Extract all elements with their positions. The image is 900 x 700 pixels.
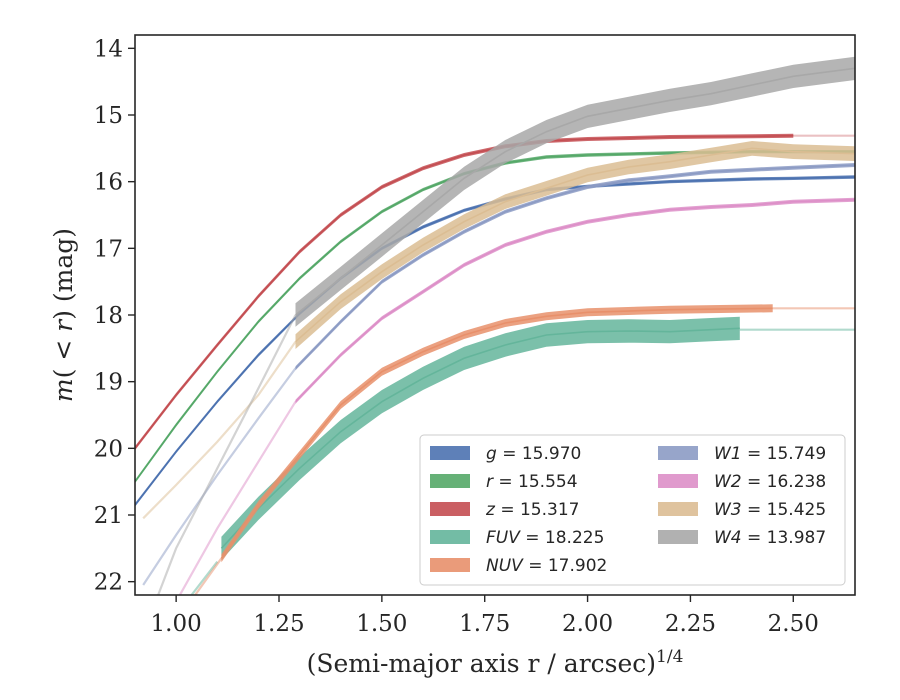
- y-tick-label: 21: [94, 503, 123, 529]
- legend-swatch-nuv: [430, 558, 470, 572]
- legend-swatch-z: [430, 502, 470, 516]
- y-tick-label: 17: [94, 236, 123, 262]
- legend: g = 15.970 r = 15.554 z = 15.317 FUV = 18.2…: [419, 434, 846, 586]
- series-w2-line: [294, 198, 855, 403]
- legend-swatch-r: [430, 474, 470, 488]
- legend-label-w3: W3 = 15.425: [714, 500, 826, 520]
- legend-swatch-w2: [658, 474, 698, 488]
- x-tick-label: 1.25: [253, 611, 304, 637]
- y-tick-label: 18: [94, 303, 123, 329]
- legend-label-z: z = 15.317: [485, 500, 579, 520]
- y-axis-label: m( < r) (mag): [49, 228, 78, 402]
- series-w3-extension: [142, 341, 297, 520]
- series-z-line: [135, 134, 794, 449]
- series-w1-extension: [142, 367, 297, 586]
- series-w4-line: [294, 67, 855, 316]
- legend-label-r: r = 15.554: [486, 472, 578, 492]
- y-tick-label: 16: [94, 170, 123, 196]
- series-w2-band: [295, 197, 855, 404]
- x-tick-label: 2.50: [768, 611, 819, 637]
- legend-swatch-w1: [658, 446, 698, 460]
- series-w2-extension: [178, 401, 297, 595]
- legend-label-g: g = 15.970: [486, 444, 581, 464]
- series-nuv-line: [220, 307, 773, 559]
- y-tick-label: 15: [94, 103, 123, 129]
- x-tick-label: 1.75: [459, 611, 510, 637]
- series-w1-line: [294, 164, 855, 369]
- legend-frame: [419, 434, 846, 586]
- x-axis-label: (Semi-major axis r / arcsec)1/4: [307, 647, 684, 678]
- y-tick-label: 19: [94, 370, 123, 396]
- x-tick-label: 2.00: [562, 611, 613, 637]
- series-r-line: [135, 150, 855, 483]
- legend-label-w4: W4 = 13.987: [714, 528, 826, 548]
- legend-label-w1: W1 = 15.749: [714, 444, 826, 464]
- series-w1-band: [295, 163, 855, 371]
- legend-swatch-fuv: [430, 530, 470, 544]
- y-tick-label: 20: [94, 436, 123, 462]
- x-tick-label: 2.25: [665, 611, 716, 637]
- x-tick-label: 1.00: [151, 611, 202, 637]
- series-w4-band: [295, 56, 855, 327]
- x-tick-label: 1.50: [356, 611, 407, 637]
- series-nuv-extension: [193, 557, 223, 595]
- legend-swatch-g: [430, 446, 470, 460]
- legend-label-nuv: NUV = 17.902: [486, 556, 607, 576]
- legend-label-fuv: FUV = 18.225: [486, 528, 604, 548]
- series-w4-extension: [156, 314, 297, 595]
- series-fuv-band: [221, 316, 740, 560]
- series-g-line: [135, 176, 855, 506]
- legend-swatch-w3: [658, 502, 698, 516]
- series-w3-band: [295, 141, 855, 349]
- series-w3-line: [294, 147, 855, 343]
- y-tick-label: 22: [94, 570, 123, 596]
- ticks-layer: 1.00 1.25 1.50 1.75 2.00 2.25 2.50 14 15 16 17 18 19…: [94, 36, 819, 637]
- series-fuv-extension: [190, 561, 219, 595]
- legend-label-w2: W2 = 16.238: [714, 472, 826, 492]
- legend-swatch-w4: [658, 530, 698, 544]
- y-tick-label: 14: [94, 36, 123, 62]
- series-fuv-line: [220, 327, 740, 549]
- series-layer: [135, 56, 855, 595]
